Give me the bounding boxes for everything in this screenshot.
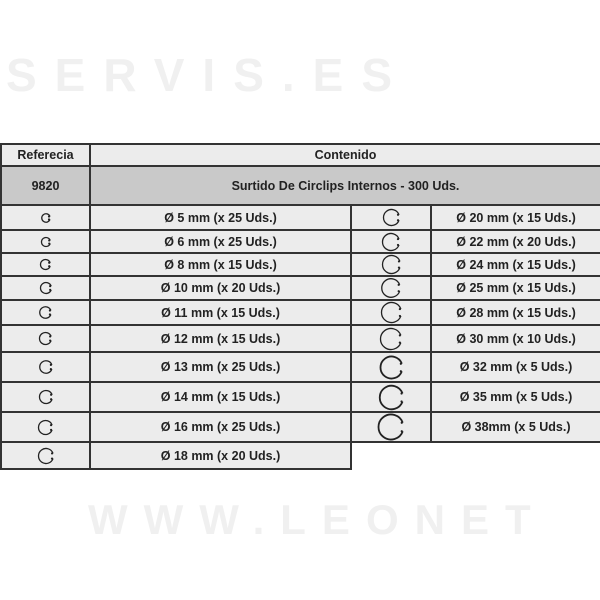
size-label: Ø 13 mm (x 25 Uds.) [89, 351, 352, 383]
size-label: Ø 5 mm (x 25 Uds.) [89, 204, 352, 231]
size-label: Ø 6 mm (x 25 Uds.) [89, 229, 352, 254]
circlip-icon [377, 413, 404, 441]
table-row: Ø 12 mm (x 15 Uds.) Ø 30 mm (x 10 Uds.) [0, 324, 600, 353]
circlip-icon [382, 208, 400, 227]
circlip-icon [380, 301, 402, 324]
table-row: Ø 10 mm (x 20 Uds.) Ø 25 mm (x 15 Uds.) [0, 275, 600, 301]
size-label: Ø 38mm (x 5 Uds.) [430, 411, 600, 443]
circlip-icon [381, 254, 401, 275]
circlip-icon [381, 232, 400, 251]
size-label: Ø 16 mm (x 25 Uds.) [89, 411, 352, 443]
table-row: Ø 14 mm (x 15 Uds.) Ø 35 mm (x 5 Uds.) [0, 381, 600, 413]
table-row: Ø 5 mm (x 25 Uds.) Ø 20 mm (x 15 Uds.) [0, 204, 600, 231]
size-label: Ø 11 mm (x 15 Uds.) [89, 299, 352, 326]
size-label: Ø 35 mm (x 5 Uds.) [430, 381, 600, 413]
circlip-cell [0, 275, 91, 301]
circlip-icon [38, 389, 53, 405]
circlip-cell [350, 299, 432, 326]
table-row: Ø 18 mm (x 20 Uds.) [0, 441, 600, 470]
size-label: Ø 32 mm (x 5 Uds.) [430, 351, 600, 383]
table-row: Ø 8 mm (x 15 Uds.) Ø 24 mm (x 15 Uds.) [0, 252, 600, 277]
circlip-icon [37, 447, 54, 464]
circlip-icon [39, 258, 51, 271]
circlip-icon [381, 278, 401, 298]
size-label: Ø 22 mm (x 20 Uds.) [430, 229, 600, 254]
table-row: Ø 6 mm (x 25 Uds.) Ø 22 mm (x 20 Uds.) [0, 229, 600, 254]
circlip-icon [40, 212, 51, 223]
size-label: Ø 25 mm (x 15 Uds.) [430, 275, 600, 301]
size-label: Ø 14 mm (x 15 Uds.) [89, 381, 352, 413]
circlip-cell [0, 252, 91, 277]
circlip-cell [0, 299, 91, 326]
circlip-icon [37, 419, 53, 435]
circlip-cell [350, 229, 432, 254]
circlip-cell [0, 351, 91, 383]
size-label: Ø 24 mm (x 15 Uds.) [430, 252, 600, 277]
circlip-icon [39, 306, 52, 319]
content-header: Contenido [89, 143, 600, 167]
circlip-icon [40, 236, 51, 247]
empty-cell [350, 441, 600, 469]
circlip-cell [350, 351, 432, 383]
circlip-icon [379, 327, 402, 350]
size-label: Ø 18 mm (x 20 Uds.) [89, 441, 352, 470]
circlip-icon [379, 355, 403, 379]
table-row: Ø 11 mm (x 15 Uds.) Ø 28 mm (x 15 Uds.) [0, 299, 600, 326]
circlip-icon [39, 281, 52, 295]
circlip-icon [38, 331, 52, 346]
table-row: Ø 13 mm (x 25 Uds.) Ø 32 mm (x 5 Uds.) [0, 351, 600, 383]
circlip-cell [350, 324, 432, 353]
size-label: Ø 30 mm (x 10 Uds.) [430, 324, 600, 353]
circlip-cell [0, 441, 91, 470]
watermark-top: SERVIS.ES [6, 49, 411, 101]
circlip-icon [378, 384, 403, 410]
size-label: Ø 20 mm (x 15 Uds.) [430, 204, 600, 231]
circlip-cell [350, 411, 432, 443]
circlip-cell [0, 204, 91, 231]
circlip-cell [0, 229, 91, 254]
size-label: Ø 28 mm (x 15 Uds.) [430, 299, 600, 326]
product-reference: 9820 [0, 165, 91, 206]
size-label: Ø 10 mm (x 20 Uds.) [89, 275, 352, 301]
circlip-cell [0, 381, 91, 413]
circlip-cell [350, 252, 432, 277]
reference-header: Referecia [0, 143, 91, 167]
circlip-cell [350, 275, 432, 301]
circlip-icon [38, 360, 52, 374]
table-row: Ø 16 mm (x 25 Uds.) Ø 38mm (x 5 Uds.) [0, 411, 600, 443]
circlip-cell [0, 411, 91, 443]
product-table: Referecia Contenido 9820 Surtido De Circ… [0, 143, 600, 470]
circlip-cell [350, 381, 432, 413]
circlip-cell [350, 204, 432, 231]
size-label: Ø 12 mm (x 15 Uds.) [89, 324, 352, 353]
circlip-cell [0, 324, 91, 353]
product-description: Surtido De Circlips Internos - 300 Uds. [89, 165, 600, 206]
watermark-bottom: WWW.LEONET [88, 496, 547, 543]
size-label: Ø 8 mm (x 15 Uds.) [89, 252, 352, 277]
